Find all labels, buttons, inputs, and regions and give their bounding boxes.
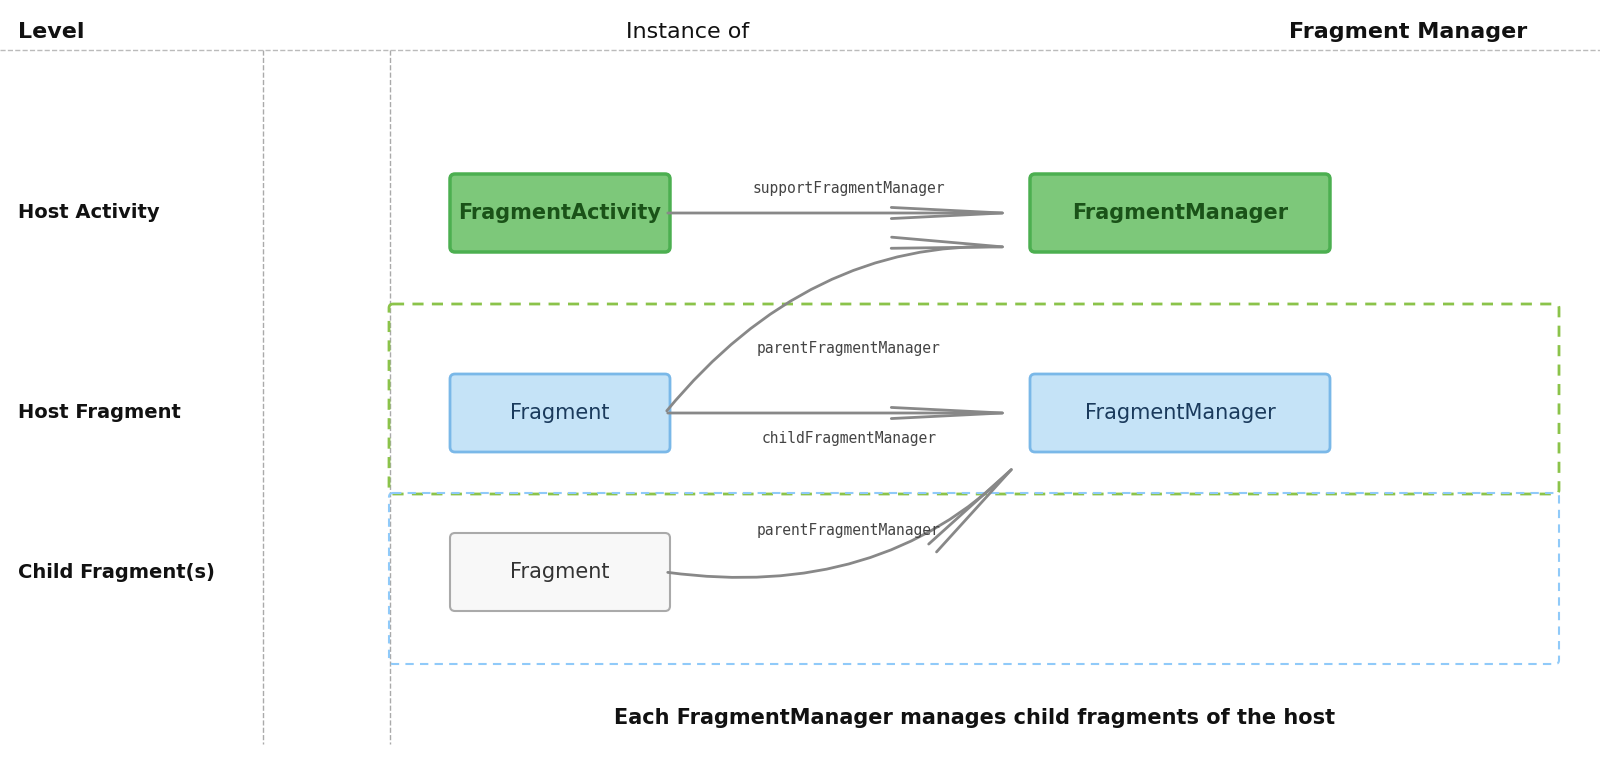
Text: Fragment: Fragment xyxy=(510,403,610,423)
Text: FragmentManager: FragmentManager xyxy=(1085,403,1275,423)
Text: Instance of: Instance of xyxy=(626,22,750,42)
Text: parentFragmentManager: parentFragmentManager xyxy=(757,522,941,537)
Text: Each FragmentManager manages child fragments of the host: Each FragmentManager manages child fragm… xyxy=(614,708,1336,728)
Text: supportFragmentManager: supportFragmentManager xyxy=(752,180,946,196)
Text: parentFragmentManager: parentFragmentManager xyxy=(757,341,941,355)
Text: childFragmentManager: childFragmentManager xyxy=(762,430,936,446)
Text: Host Fragment: Host Fragment xyxy=(18,403,181,423)
Text: Fragment: Fragment xyxy=(510,562,610,582)
Text: Host Activity: Host Activity xyxy=(18,204,160,222)
FancyBboxPatch shape xyxy=(450,533,670,611)
FancyBboxPatch shape xyxy=(450,174,670,252)
Text: FragmentManager: FragmentManager xyxy=(1072,203,1288,223)
Text: Fragment Manager: Fragment Manager xyxy=(1290,22,1526,42)
Text: FragmentActivity: FragmentActivity xyxy=(459,203,661,223)
FancyBboxPatch shape xyxy=(450,374,670,452)
Text: Child Fragment(s): Child Fragment(s) xyxy=(18,563,214,581)
Text: Level: Level xyxy=(18,22,85,42)
FancyBboxPatch shape xyxy=(1030,174,1330,252)
FancyBboxPatch shape xyxy=(1030,374,1330,452)
